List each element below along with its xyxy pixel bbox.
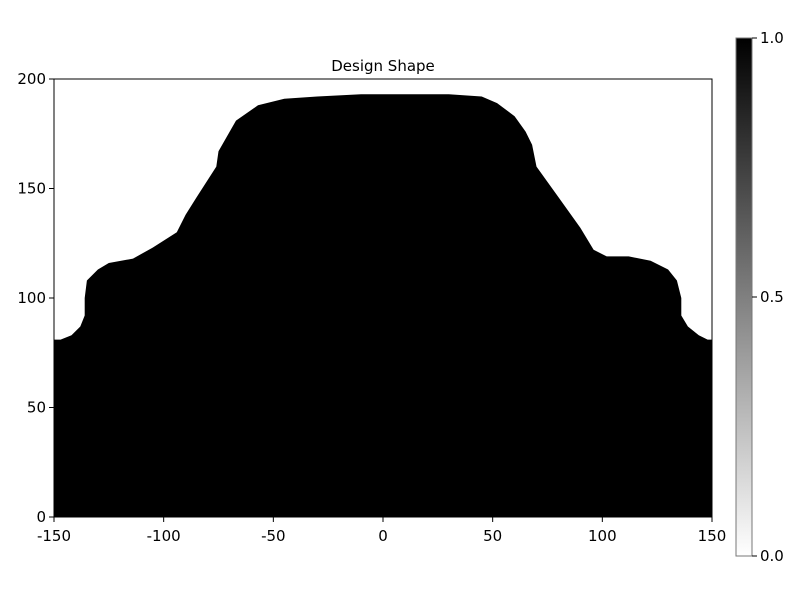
x-tick-label: 0 (378, 527, 388, 545)
chart-title: Design Shape (331, 57, 435, 75)
plot-area (53, 78, 713, 518)
x-tick-label: 100 (588, 527, 617, 545)
design-shape (54, 94, 712, 518)
colorbar-axis: 0.0 0.5 1.0 (752, 29, 784, 565)
y-axis: 0 50 100 150 200 (17, 70, 54, 526)
y-tick-label: 100 (17, 289, 46, 307)
colorbar-tick-label: 0.0 (760, 547, 784, 565)
x-tick-label: 50 (483, 527, 502, 545)
x-tick-label: -100 (147, 527, 181, 545)
y-tick-label: 150 (17, 180, 46, 198)
colorbar-gradient (735, 37, 753, 557)
y-tick-label: 50 (27, 399, 46, 417)
colorbar-tick-label: 1.0 (760, 29, 784, 47)
x-axis: -150 -100 -50 0 50 100 150 (37, 517, 726, 545)
y-tick-label: 0 (36, 508, 46, 526)
colorbar: 0.0 0.5 1.0 (735, 29, 784, 565)
x-tick-label: -50 (261, 527, 286, 545)
x-tick-label: -150 (37, 527, 71, 545)
x-tick-label: 150 (698, 527, 727, 545)
y-tick-label: 200 (17, 70, 46, 88)
colorbar-tick-label: 0.5 (760, 288, 784, 306)
